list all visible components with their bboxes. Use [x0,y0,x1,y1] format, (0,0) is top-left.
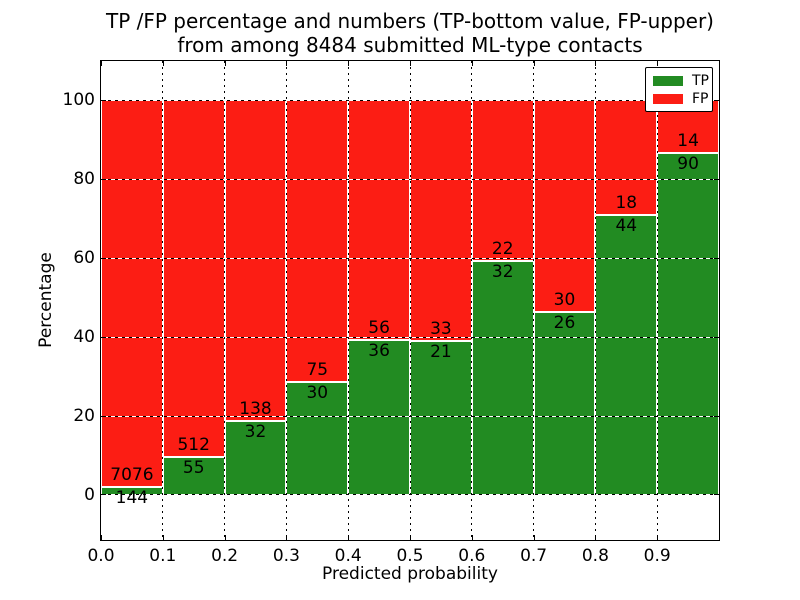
x-tick-mark [348,535,350,540]
bar-tp-segment [348,340,410,495]
y-tick-mark [101,178,106,180]
bar-tp-segment [471,260,534,495]
chart-title: TP /FP percentage and numbers (TP-bottom… [101,9,719,57]
x-tick-label: 0.6 [458,546,486,566]
vertical-gridline [285,61,287,540]
fp-count-label: 18 [615,192,638,213]
fp-count-label: 138 [239,398,272,419]
y-tick-label: 40 [73,327,95,348]
y-tick-mark [101,494,106,496]
x-tick-label: 0.7 [520,546,548,566]
x-axis-label: Predicted probability [322,564,498,584]
tp-count-label: 21 [430,342,452,363]
x-tick-mark [162,61,164,66]
y-tick-mark [714,336,719,338]
x-tick-mark [162,535,164,540]
x-tick-mark [410,61,411,66]
tp-count-label: 36 [368,341,390,362]
y-tick-label: 20 [73,406,95,426]
x-tick-mark [595,535,597,540]
fp-count-label: 22 [491,238,514,259]
vertical-gridline [409,61,411,540]
x-tick-mark [410,535,411,540]
fp-count-label: 30 [553,289,576,310]
legend-swatch-fp [653,94,683,104]
x-tick-label: 0.2 [211,546,239,566]
y-tick-mark [714,494,719,496]
fp-count-label: 56 [368,318,390,339]
x-tick-mark [533,61,535,66]
fp-count-label: 75 [306,360,329,381]
vertical-gridline [162,61,164,540]
y-tick-mark [101,257,106,259]
tp-count-label: 32 [491,261,514,282]
legend: TP FP [645,67,713,112]
bar-tp-segment [286,382,349,495]
y-tick-mark [101,99,106,101]
fp-count-label: 7076 [110,465,154,486]
y-tick-label: 60 [73,248,95,269]
legend-entry: TP [653,73,712,89]
vertical-gridline [533,61,535,540]
x-tick-mark [348,61,350,66]
y-tick-label: 100 [62,90,95,111]
y-tick-mark [101,415,106,417]
x-tick-label: 0.8 [581,546,609,566]
x-tick-mark [286,61,288,66]
x-tick-mark [224,61,226,66]
x-tick-label: 0.0 [87,546,115,566]
legend-label: TP [692,73,709,89]
tp-count-label: 144 [115,488,149,509]
y-tick-mark [714,99,719,101]
x-tick-label: 0.5 [396,546,424,566]
tp-count-label: 26 [553,312,576,333]
bar-fp-segment [410,100,472,342]
bar-tp-segment [595,214,658,495]
tp-count-label: 32 [244,421,267,442]
bar-tp-segment [410,341,472,495]
bar-tp-segment [533,311,596,495]
tp-count-label: 30 [306,383,329,404]
tp-count-label: 44 [615,215,638,236]
chart-title-line1: TP /FP percentage and numbers (TP-bottom… [106,9,714,33]
fp-count-label: 14 [677,131,699,152]
y-tick-mark [714,257,719,259]
legend-label: FP [692,91,709,107]
fp-count-label: 33 [430,319,452,340]
x-tick-mark [595,61,597,66]
fp-count-label: 512 [177,434,210,455]
y-tick-mark [714,415,719,417]
x-tick-label: 0.3 [272,546,300,566]
x-tick-mark [471,61,473,66]
x-tick-label: 0.9 [643,546,671,566]
x-tick-mark [101,535,102,540]
x-tick-mark [657,61,659,66]
tp-count-label: 55 [182,457,205,478]
x-tick-mark [533,535,535,540]
x-tick-mark [224,535,226,540]
x-tick-label: 0.4 [334,546,362,566]
plot-border [100,60,720,541]
x-tick-mark [471,535,473,540]
y-tick-mark [714,178,719,180]
plot-area: 7076 144 512 55 138 32 75 30 56 36 33 21 22 32 30 26 18 4… [101,61,719,540]
y-tick-label: 0 [84,484,95,505]
x-tick-mark [101,61,102,66]
legend-swatch-tp [653,76,683,86]
vertical-gridline [471,61,473,540]
x-tick-mark [657,535,659,540]
vertical-gridline [656,61,658,540]
x-tick-mark [286,535,288,540]
bar-fp-segment [162,100,225,457]
chart-title-line2: from among 8484 submitted ML-type contac… [177,33,643,57]
x-tick-label: 0.1 [149,546,177,566]
tp-count-label: 90 [677,154,699,175]
vertical-gridline [347,61,349,540]
vertical-gridline [594,61,596,540]
legend-entry: FP [653,91,712,107]
y-tick-mark [101,336,106,338]
y-tick-label: 80 [73,169,95,190]
vertical-gridline [224,61,226,540]
